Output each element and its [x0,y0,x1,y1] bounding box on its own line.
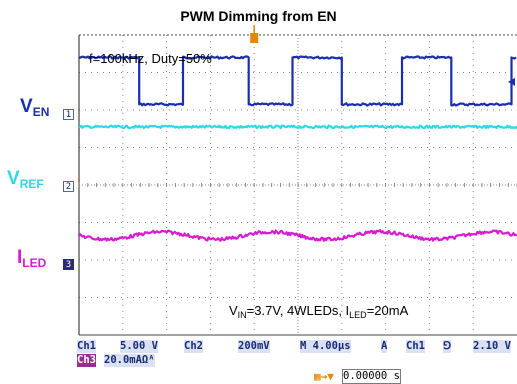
status-ch1-label: Ch1 [77,340,96,353]
trigger-level-marker [508,77,515,86]
channel-2-marker: 2 [63,181,74,192]
status-ch3-label: Ch3 [77,354,96,367]
series-line-ven [78,55,517,107]
status-trigger-mode: A [381,340,388,353]
series-line-iled [78,229,517,242]
status-trigger-source: Ch1 [406,340,425,353]
status-trigger-slope: ⅁ [443,340,452,353]
frequency-annotation: f=100kHz, Duty=50% [89,51,212,66]
conditions-annotation: VIN=3.7V, 4WLEDs, ILED=20mA [229,303,409,320]
channel-3-marker: 3 [63,259,74,270]
trigger-position-marker [250,33,259,43]
trigger-position-icon: ▦→▼ [314,370,334,383]
status-timebase: M 4.00µs [300,340,351,353]
status-trigger-position: 0.00000 s [342,369,401,384]
series-line-vref [78,124,517,130]
channel-label-iled: ILED [17,247,47,270]
channel-1-marker: 1 [63,109,74,120]
status-ch2-scale: 200mV [238,340,270,353]
channel-label-ven: VEN [20,96,50,119]
status-ch3-scale: 20.0mAΩᴬ [104,354,155,367]
channel-label-vref: VREF [7,168,44,191]
chart-title: PWM Dimming from EN [180,8,337,24]
status-ch2-label: Ch2 [184,340,203,353]
status-trigger-level: 2.10 V [473,340,511,353]
status-ch1-scale: 5.00 V [120,340,158,353]
